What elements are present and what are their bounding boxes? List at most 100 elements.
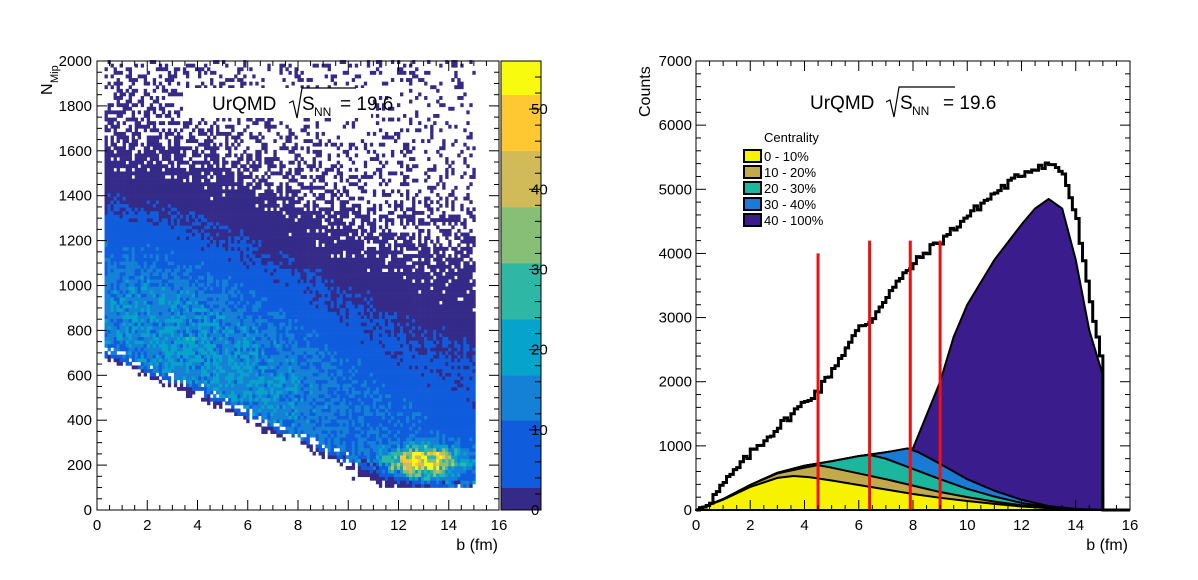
heatmap-cell <box>188 221 193 226</box>
heatmap-cell <box>294 394 298 399</box>
heatmap-cell <box>170 300 175 305</box>
heatmap-cell <box>179 225 184 230</box>
heatmap-cell <box>137 160 142 165</box>
heatmap-cell <box>170 365 175 370</box>
heatmap-cell <box>243 415 247 420</box>
heatmap-cell <box>240 379 244 384</box>
heatmap-cell <box>146 70 151 75</box>
heatmap-cell <box>161 178 166 183</box>
heatmap-cell <box>234 358 238 363</box>
heatmap-cell <box>210 236 214 240</box>
heatmap-cell <box>222 189 226 194</box>
heatmap-cell <box>104 232 108 237</box>
heatmap-cell <box>191 315 196 320</box>
heatmap-cell <box>158 282 163 287</box>
heatmap-cell <box>234 264 238 269</box>
heatmap-cell <box>222 289 226 294</box>
heatmap-cell <box>173 218 178 223</box>
heatmap-cell <box>246 293 250 298</box>
heatmap-cell <box>152 135 157 140</box>
heatmap-cell <box>222 268 226 273</box>
heatmap-cell <box>149 351 154 355</box>
heatmap-cell <box>173 157 178 161</box>
heatmap-cell <box>213 325 217 330</box>
heatmap-cell <box>219 225 223 230</box>
heatmap-cell <box>207 250 211 255</box>
heatmap-cell <box>128 67 132 72</box>
heatmap-cell <box>131 272 135 276</box>
heatmap-cell <box>149 343 154 348</box>
heatmap-cell <box>243 279 247 284</box>
heatmap-cell <box>155 318 160 323</box>
heatmap-cell <box>125 336 129 341</box>
heatmap-cell <box>104 254 108 258</box>
heatmap-cell <box>210 225 214 230</box>
heatmap-cell <box>216 214 220 219</box>
heatmap-cell <box>155 376 160 381</box>
heatmap-cell <box>140 325 145 330</box>
heatmap-cell <box>198 322 202 327</box>
heatmap-cell <box>191 207 196 212</box>
heatmap-cell <box>204 85 208 90</box>
heatmap-cell <box>191 369 196 373</box>
heatmap-cell <box>204 275 208 280</box>
heatmap-cell <box>258 315 262 320</box>
heatmap-cell <box>219 203 223 208</box>
heatmap-cell <box>185 146 190 151</box>
heatmap-cell <box>237 221 241 226</box>
heatmap-cell <box>294 210 298 215</box>
heatmap-cell <box>279 189 283 194</box>
heatmap-cell <box>131 243 135 248</box>
heatmap-cell <box>201 365 205 370</box>
heatmap-cell <box>152 221 157 226</box>
heatmap-cell <box>273 200 277 205</box>
heatmap-cell <box>213 293 217 298</box>
heatmap-cell <box>231 85 235 90</box>
heatmap-cell <box>294 358 298 363</box>
heatmap-cell <box>107 149 111 154</box>
heatmap-cell <box>167 81 172 86</box>
heatmap-cell <box>128 275 132 280</box>
heatmap-cell <box>264 250 268 255</box>
heatmap-cell <box>146 117 151 122</box>
heatmap-cell <box>155 182 160 187</box>
heatmap-cell <box>291 358 295 363</box>
heatmap-cell <box>128 193 132 197</box>
heatmap-cell <box>194 221 199 226</box>
heatmap-cell <box>306 340 310 345</box>
heatmap-cell <box>176 139 181 144</box>
heatmap-cell <box>285 333 289 337</box>
heatmap-cell <box>140 311 145 316</box>
heatmap-cell <box>207 318 211 323</box>
heatmap-cell <box>264 268 268 273</box>
heatmap-cell <box>185 196 190 201</box>
heatmap-cell <box>291 149 295 154</box>
heatmap-cell <box>161 279 166 284</box>
heatmap-cell <box>213 232 217 237</box>
heatmap-cell <box>185 311 190 316</box>
heatmap-cell <box>303 315 307 320</box>
heatmap-cell <box>231 372 235 377</box>
heatmap-cell <box>294 307 298 312</box>
heatmap-cell <box>237 376 241 381</box>
heatmap-cell <box>146 196 151 201</box>
heatmap-cell <box>303 401 307 406</box>
heatmap-cell <box>258 131 262 136</box>
heatmap-cell <box>270 369 274 373</box>
heatmap-cell <box>264 358 268 363</box>
heatmap-cell <box>158 307 163 312</box>
heatmap-cell <box>249 214 253 219</box>
heatmap-cell <box>267 336 271 341</box>
heatmap-cell <box>270 246 274 251</box>
heatmap-cell <box>237 318 241 323</box>
heatmap-cell <box>243 386 247 391</box>
heatmap-cell <box>252 415 256 420</box>
heatmap-cell <box>201 250 205 255</box>
heatmap-cell <box>210 307 214 312</box>
heatmap-cell <box>261 347 265 352</box>
heatmap-cell <box>155 300 160 305</box>
heatmap-cell <box>188 239 193 244</box>
heatmap-cell <box>294 142 298 147</box>
heatmap-cell <box>240 164 244 169</box>
heatmap-cell <box>113 243 117 248</box>
